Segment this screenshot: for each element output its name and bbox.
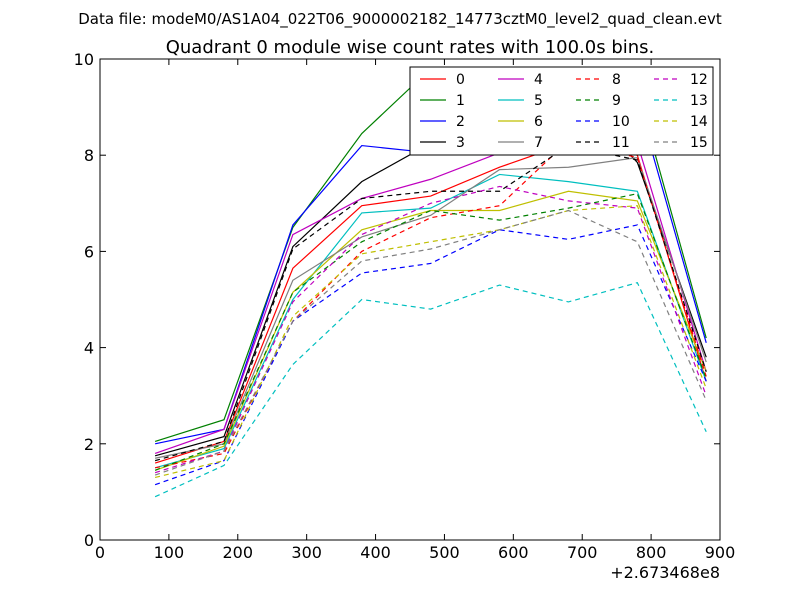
x-tick-label: 400	[360, 543, 391, 562]
x-tick-label: 200	[223, 543, 254, 562]
legend-label-15: 15	[690, 135, 708, 151]
series-line-7	[154, 156, 707, 459]
series-line-14	[154, 205, 707, 479]
legend-label-0: 0	[456, 72, 465, 88]
legend-label-1: 1	[456, 93, 465, 109]
figure-suptitle: Data file: modeM0/AS1A04_022T06_90000021…	[78, 10, 722, 29]
series-line-5	[154, 173, 707, 469]
legend-label-7: 7	[534, 135, 543, 151]
y-tick-label: 8	[84, 146, 94, 165]
series-line-6	[154, 190, 707, 471]
legend-label-12: 12	[690, 72, 708, 88]
legend-label-4: 4	[534, 72, 543, 88]
x-offset-label: +2.673468e8	[610, 563, 720, 582]
x-tick-label: 900	[705, 543, 736, 562]
chart-title: Quadrant 0 module wise count rates with …	[166, 37, 655, 58]
series-line-15	[154, 209, 707, 476]
legend-label-3: 3	[456, 135, 465, 151]
y-tick-label: 2	[84, 435, 94, 454]
legend-box	[409, 66, 714, 156]
x-tick-label: 500	[429, 543, 460, 562]
x-tick-label: 800	[636, 543, 667, 562]
series-line-11	[154, 144, 707, 462]
legend-label-14: 14	[690, 114, 708, 130]
y-tick-label: 0	[84, 531, 94, 550]
legend-label-13: 13	[690, 93, 708, 109]
x-tick-label: 300	[291, 543, 322, 562]
y-tick-label: 4	[84, 339, 94, 358]
legend-label-8: 8	[612, 72, 621, 88]
x-tick-label: 0	[95, 543, 105, 562]
legend-label-2: 2	[456, 114, 465, 130]
legend-label-9: 9	[612, 93, 621, 109]
x-tick-label: 700	[567, 543, 598, 562]
legend-label-10: 10	[612, 114, 630, 130]
legend-label-11: 11	[612, 135, 630, 151]
legend-label-5: 5	[534, 93, 543, 109]
series-line-10	[154, 224, 707, 486]
plot-frame	[99, 58, 721, 541]
x-tick-label: 600	[498, 543, 529, 562]
y-tick-label: 6	[84, 242, 94, 261]
series-line-12	[154, 185, 707, 474]
legend-label-6: 6	[534, 114, 543, 130]
y-tick-label: 10	[74, 50, 94, 69]
x-tick-label: 100	[154, 543, 185, 562]
series-line-13	[154, 281, 707, 498]
series-line-9	[154, 192, 707, 471]
